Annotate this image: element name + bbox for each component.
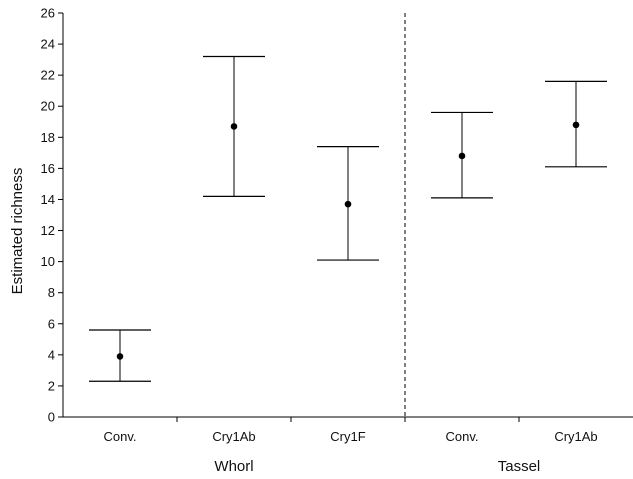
data-point bbox=[116, 353, 124, 360]
data-point bbox=[458, 152, 466, 160]
y-tick-label: 0 bbox=[48, 410, 55, 425]
y-tick-label: 16 bbox=[41, 161, 55, 176]
x-category-label: Conv. bbox=[446, 429, 479, 444]
y-tick-label: 4 bbox=[48, 347, 55, 362]
y-tick-label: 18 bbox=[41, 130, 55, 145]
x-category-label: Cry1Ab bbox=[554, 429, 597, 444]
data-point bbox=[230, 123, 238, 130]
x-category-label: Cry1Ab bbox=[212, 429, 255, 444]
group-label: Tassel bbox=[498, 458, 541, 475]
x-ticks: Conv. Cry1Ab Cry1F Conv. Cry1Ab Whorl Tassel bbox=[104, 417, 598, 475]
x-category-label: Conv. bbox=[104, 429, 137, 444]
data-point bbox=[572, 121, 580, 129]
x-category-label: Cry1F bbox=[330, 429, 365, 444]
y-tick-label: 10 bbox=[41, 254, 55, 269]
y-tick-label: 12 bbox=[41, 223, 55, 238]
y-tick-label: 20 bbox=[41, 99, 55, 114]
axes bbox=[62, 13, 633, 418]
group-label: Whorl bbox=[214, 458, 253, 475]
y-tick-label: 24 bbox=[41, 37, 55, 52]
data-point bbox=[344, 200, 352, 208]
y-tick-label: 14 bbox=[41, 192, 55, 207]
data-marks bbox=[89, 55, 607, 382]
y-tick-label: 26 bbox=[41, 6, 55, 21]
y-tick-label: 22 bbox=[41, 68, 55, 83]
y-tick-label: 8 bbox=[48, 285, 55, 300]
y-tick-label: 6 bbox=[48, 316, 55, 331]
y-tick-label: 2 bbox=[48, 378, 55, 393]
y-axis-label: Estimated richness bbox=[9, 168, 26, 295]
